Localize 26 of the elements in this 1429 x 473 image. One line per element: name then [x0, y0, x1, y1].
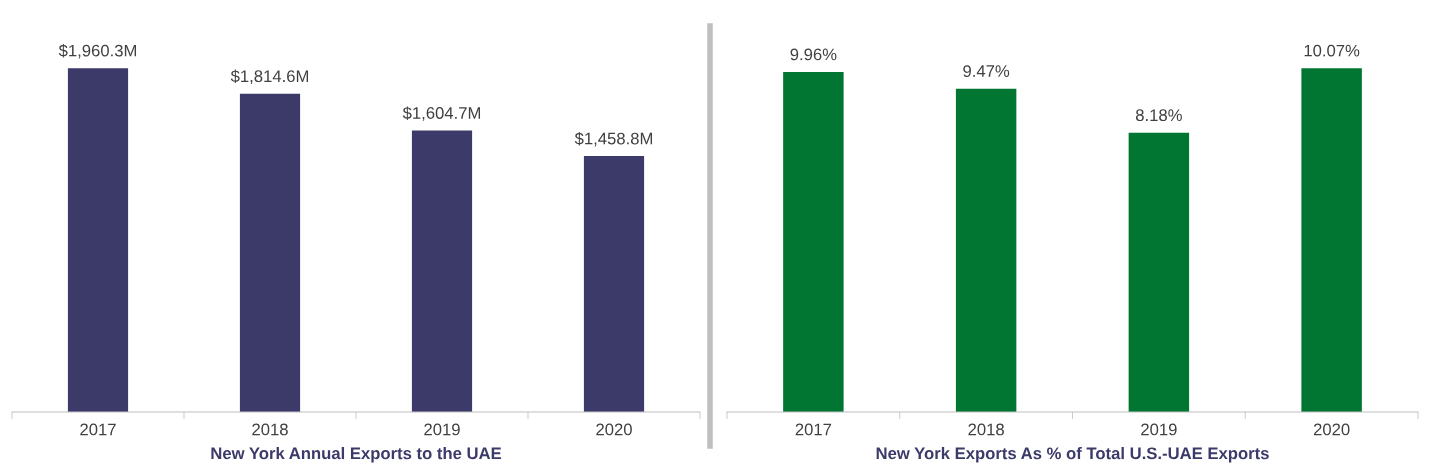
data-label: 10.07%	[1304, 44, 1360, 57]
bar	[239, 93, 301, 412]
data-label: 8.18%	[1135, 109, 1182, 122]
data-label: 9.96%	[790, 48, 837, 61]
x-tick-label: 2019	[1141, 423, 1177, 436]
x-axis-title: New York Annual Exports to the UAE	[211, 446, 502, 463]
bar	[411, 130, 473, 412]
bar	[1128, 132, 1190, 412]
x-tick-label: 2017	[795, 423, 832, 436]
bar	[783, 71, 844, 412]
data-label: 9.47%	[963, 65, 1010, 77]
data-label: $1,960.3M	[58, 44, 137, 59]
x-tick-label: 2019	[424, 423, 460, 436]
data-label: $1,604.7M	[402, 106, 481, 121]
bar	[1301, 68, 1362, 412]
x-tick-label: 2020	[1313, 423, 1350, 436]
x-tick-label: 2017	[80, 423, 116, 436]
bar	[955, 88, 1017, 412]
x-tick-label: 2018	[252, 423, 288, 436]
x-axis-title: New York Exports As % of Total U.S.-UAE Exports	[876, 446, 1269, 463]
data-label: $1,814.6M	[230, 69, 309, 85]
bar	[67, 68, 129, 412]
x-tick-label: 2020	[596, 423, 632, 436]
x-tick-label: 2018	[968, 423, 1004, 436]
data-label: $1,458.8M	[574, 131, 653, 147]
bar	[583, 156, 645, 412]
